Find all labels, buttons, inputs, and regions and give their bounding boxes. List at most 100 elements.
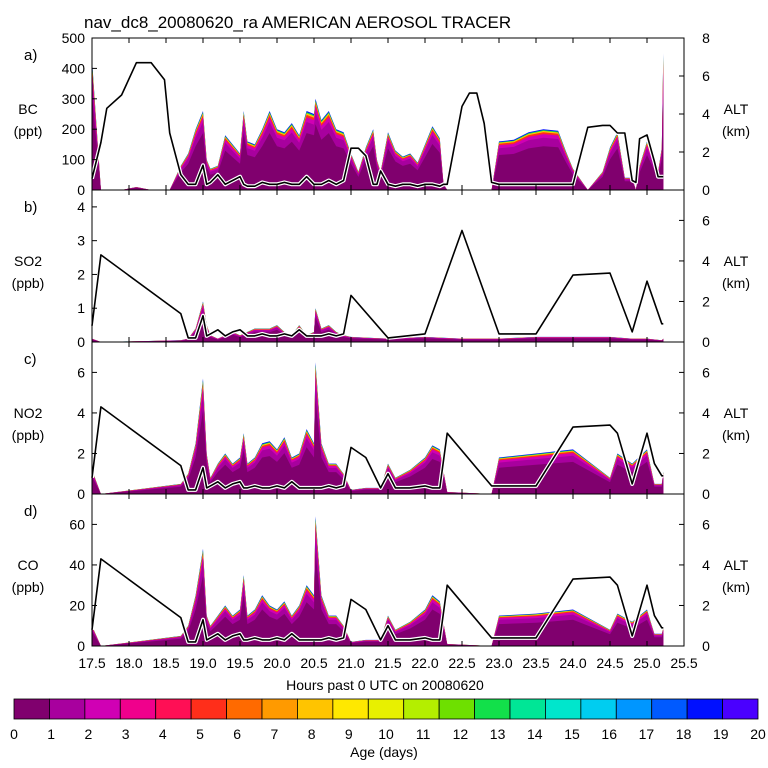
colorbar-cell xyxy=(84,698,121,720)
y-tick-label: 200 xyxy=(62,121,86,137)
x-tick-label: 21.0 xyxy=(337,655,364,671)
colorbar-tick-label: 8 xyxy=(308,726,316,742)
colorbar-cell xyxy=(13,698,50,720)
colorbar-cell xyxy=(261,698,298,720)
y2-tick-label: 2 xyxy=(702,445,710,461)
colorbar-cell xyxy=(155,698,192,720)
colorbar-cell xyxy=(226,698,263,720)
x-tick-label: 20.5 xyxy=(300,655,327,671)
colorbar-tick-label: 13 xyxy=(490,726,506,742)
y2-tick-label: 2 xyxy=(702,597,710,613)
series-area-band-6 xyxy=(92,552,664,646)
series-area-band-0 xyxy=(92,301,664,342)
colorbar-tick-label: 3 xyxy=(122,726,130,742)
x-tick-label: 23.0 xyxy=(485,655,512,671)
colorbar-tick-label: 14 xyxy=(527,726,543,742)
y-axis-unit: (ppb) xyxy=(12,579,45,595)
colorbar-tick-label: 15 xyxy=(564,726,580,742)
y2-axis-unit: (km) xyxy=(722,123,750,139)
y2-tick-label: 2 xyxy=(702,144,710,160)
series-area-band-2 xyxy=(92,302,664,342)
y-tick-label: 0 xyxy=(77,486,85,502)
altitude-line-halo xyxy=(90,228,664,340)
y2-axis-label: ALT xyxy=(724,101,749,117)
y2-axis-label: ALT xyxy=(724,253,749,269)
y-tick-label: 2 xyxy=(77,445,85,461)
y-axis-label: CO xyxy=(18,557,39,573)
x-tick-label: 17.5 xyxy=(78,655,105,671)
altitude-line xyxy=(91,229,664,339)
colorbar-tick-label: 7 xyxy=(271,726,279,742)
colorbar-cell xyxy=(474,698,511,720)
x-tick-label: 22.0 xyxy=(411,655,438,671)
y-axis-label: NO2 xyxy=(14,405,43,421)
y2-tick-label: 6 xyxy=(702,516,710,532)
altitude-line xyxy=(91,558,664,643)
colorbar-cell xyxy=(438,698,475,720)
colorbar-label: Age (days) xyxy=(350,744,418,760)
colorbar-cell xyxy=(190,698,227,720)
y-tick-label: 6 xyxy=(77,364,85,380)
panel-3: 0 2 4 6 0 2 4 6 c) NO2 (ppb) ALT (km) xyxy=(12,341,750,502)
panels: 010020030040050002468a)BC(ppt)ALT(km)012… xyxy=(12,30,750,654)
x-tick-label: 19.5 xyxy=(226,655,253,671)
colorbar-cell xyxy=(119,698,157,720)
y-tick-label: 40 xyxy=(69,557,85,573)
y-tick-label: 0 xyxy=(77,182,85,198)
colorbar-tick-label: 12 xyxy=(453,726,469,742)
x-tick-label: 24.5 xyxy=(596,655,623,671)
colorbar-tick-label: 16 xyxy=(601,726,617,742)
x-tick-label: 18.0 xyxy=(115,655,142,671)
y2-tick-label: 0 xyxy=(702,334,710,350)
y2-tick-label: 4 xyxy=(702,557,710,573)
colorbar-tick-label: 18 xyxy=(676,726,692,742)
colorbar-tick-label: 4 xyxy=(159,726,167,742)
colorbar-tick-label: 20 xyxy=(750,726,766,742)
panel-label: a) xyxy=(24,47,37,64)
y-tick-label: 0 xyxy=(77,334,85,350)
y-tick-label: 1 xyxy=(77,300,85,316)
y-tick-label: 300 xyxy=(62,91,86,107)
y2-tick-label: 0 xyxy=(702,182,710,198)
panel-label: b) xyxy=(24,199,37,216)
y-tick-label: 60 xyxy=(69,516,85,532)
y-tick-label: 0 xyxy=(77,638,85,654)
series-area-band-6 xyxy=(92,312,664,342)
y2-tick-label: 0 xyxy=(702,638,710,654)
y-tick-label: 20 xyxy=(69,597,85,613)
y2-axis-label: ALT xyxy=(724,405,749,421)
y2-axis-unit: (km) xyxy=(722,275,750,291)
y2-axis-label: ALT xyxy=(724,557,749,573)
colorbar-cell xyxy=(686,698,723,720)
colorbar-cell xyxy=(722,698,759,720)
y-axis-unit: (ppb) xyxy=(12,275,45,291)
panel-label: d) xyxy=(24,503,37,520)
x-tick-label: 20.0 xyxy=(263,655,290,671)
y2-tick-label: 8 xyxy=(702,30,710,46)
x-tick-label: 19.0 xyxy=(189,655,216,671)
figure-title: nav_dc8_20080620_ra AMERICAN AEROSOL TRA… xyxy=(84,13,511,32)
y2-tick-label: 6 xyxy=(702,364,710,380)
colorbar-tick-label: 1 xyxy=(47,726,55,742)
x-tick-label: 18.5 xyxy=(152,655,179,671)
panel-label: c) xyxy=(24,351,37,368)
y2-tick-label: 6 xyxy=(702,212,710,228)
panel-4: 0 20 40 60 0 2 4 6 d) CO (ppb) ALT (km) xyxy=(12,493,750,654)
colorbar-tick-label: 6 xyxy=(233,726,241,742)
panel-1: 0 100 200 300 400 500 0 2 4 6 8 a) BC (ppt) ALT (km) xyxy=(14,30,750,198)
series-area-band-1 xyxy=(92,302,664,342)
colorbar-cell xyxy=(615,698,653,720)
y-tick-label: 100 xyxy=(62,152,86,168)
colorbar-cell xyxy=(332,698,369,720)
colorbar-tick-label: 11 xyxy=(416,726,431,742)
colorbar-cell xyxy=(580,698,617,720)
y2-axis-unit: (km) xyxy=(722,427,750,443)
x-tick-label: 23.5 xyxy=(522,655,549,671)
x-tick-labels: 17.5 18.0 18.5 19.0 19.5 20.0 20.5 21.0 21.5 22.0… xyxy=(78,655,697,671)
x-tick-label: 21.5 xyxy=(374,655,401,671)
y2-tick-label: 4 xyxy=(702,405,710,421)
y-tick-label: 500 xyxy=(62,30,86,46)
x-tick-label: 25.0 xyxy=(633,655,660,671)
y-tick-label: 4 xyxy=(77,199,85,215)
